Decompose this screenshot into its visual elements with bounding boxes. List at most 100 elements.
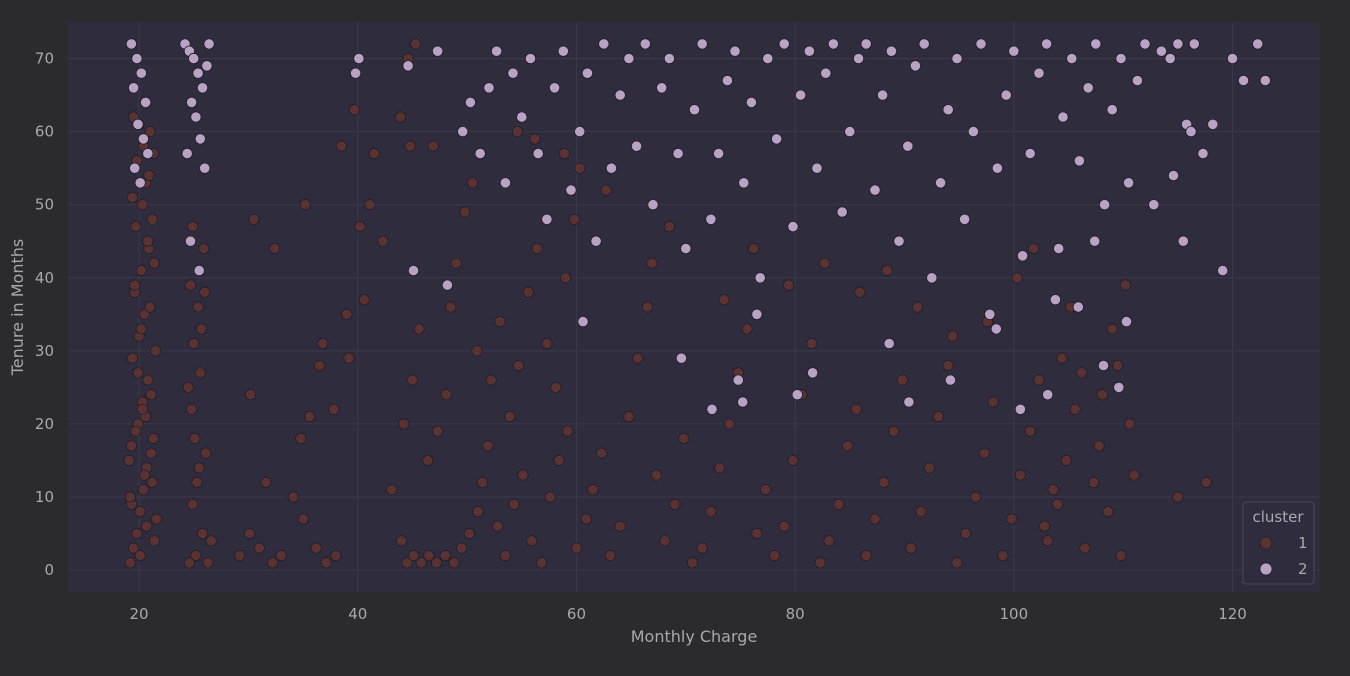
data-point-cluster-1 xyxy=(430,557,443,569)
data-point-cluster-1 xyxy=(492,520,504,532)
data-point-cluster-1 xyxy=(511,126,524,138)
data-point-cluster-1 xyxy=(960,527,972,540)
data-point-cluster-2 xyxy=(1207,118,1219,130)
data-point-cluster-1 xyxy=(878,476,890,488)
data-point-cluster-1 xyxy=(423,549,435,562)
data-point-cluster-1 xyxy=(512,359,525,372)
data-point-cluster-2 xyxy=(192,67,204,79)
data-point-cluster-2 xyxy=(188,52,200,65)
data-point-cluster-1 xyxy=(942,359,954,372)
data-point-cluster-2 xyxy=(806,367,819,379)
legend-marker-1 xyxy=(1259,536,1273,550)
data-point-cluster-1 xyxy=(574,162,586,174)
data-point-cluster-1 xyxy=(145,389,157,401)
data-point-cluster-2 xyxy=(140,96,152,109)
data-point-cluster-1 xyxy=(686,557,699,569)
y-tick-label: 10 xyxy=(35,488,54,506)
data-point-cluster-1 xyxy=(550,381,562,393)
data-point-cluster-2 xyxy=(1072,301,1084,313)
data-point-cluster-2 xyxy=(137,133,149,145)
x-tick-label: 40 xyxy=(348,605,367,623)
data-point-cluster-1 xyxy=(266,557,279,569)
data-point-cluster-2 xyxy=(1049,294,1062,306)
data-point-cluster-1 xyxy=(1069,403,1081,415)
data-point-cluster-1 xyxy=(368,147,380,160)
data-point-cluster-1 xyxy=(663,221,676,233)
data-point-cluster-2 xyxy=(181,147,193,160)
data-point-cluster-1 xyxy=(124,557,136,569)
data-point-cluster-1 xyxy=(348,104,361,116)
data-point-cluster-1 xyxy=(243,527,256,540)
data-point-cluster-2 xyxy=(778,38,790,50)
data-point-cluster-2 xyxy=(142,147,154,160)
data-point-cluster-1 xyxy=(147,432,159,445)
data-point-cluster-2 xyxy=(1259,74,1271,87)
data-point-cluster-1 xyxy=(196,527,209,540)
data-point-cluster-2 xyxy=(1164,52,1176,65)
data-point-cluster-2 xyxy=(844,126,856,138)
data-point-cluster-1 xyxy=(632,352,644,364)
data-point-cluster-2 xyxy=(1226,52,1239,65)
data-point-cluster-2 xyxy=(134,177,146,189)
grid-lines xyxy=(68,22,1320,592)
data-point-cluster-1 xyxy=(295,432,307,445)
data-point-cluster-1 xyxy=(1052,498,1064,510)
data-point-cluster-1 xyxy=(123,454,135,467)
data-point-cluster-2 xyxy=(1073,155,1086,167)
data-point-cluster-2 xyxy=(499,177,511,189)
data-point-cluster-2 xyxy=(565,184,577,196)
data-point-cluster-1 xyxy=(406,374,418,386)
data-point-cluster-1 xyxy=(823,535,835,547)
data-point-cluster-1 xyxy=(124,491,136,503)
data-point-cluster-1 xyxy=(200,447,212,459)
data-point-cluster-2 xyxy=(893,235,905,247)
data-point-cluster-1 xyxy=(394,111,406,123)
data-point-cluster-1 xyxy=(141,520,153,532)
data-point-cluster-1 xyxy=(741,323,753,335)
data-point-cluster-1 xyxy=(641,301,654,313)
data-point-cluster-2 xyxy=(1066,52,1078,65)
data-point-cluster-2 xyxy=(712,147,725,160)
data-point-cluster-2 xyxy=(836,206,848,218)
data-point-cluster-2 xyxy=(1099,199,1111,211)
data-point-cluster-2 xyxy=(729,45,741,57)
data-point-cluster-1 xyxy=(751,527,763,540)
data-point-cluster-1 xyxy=(129,279,141,291)
data-point-cluster-1 xyxy=(535,557,548,569)
data-point-cluster-2 xyxy=(951,52,963,65)
data-point-cluster-2 xyxy=(1148,199,1160,211)
data-point-cluster-1 xyxy=(946,330,959,342)
data-point-cluster-2 xyxy=(902,140,914,152)
data-point-cluster-2 xyxy=(944,374,957,386)
data-point-cluster-2 xyxy=(1082,82,1094,94)
data-point-cluster-1 xyxy=(126,191,139,203)
data-point-cluster-1 xyxy=(299,199,311,211)
data-point-cluster-1 xyxy=(142,374,154,386)
data-point-cluster-2 xyxy=(402,60,414,72)
legend-title: cluster xyxy=(1252,508,1304,526)
data-point-cluster-1 xyxy=(1033,374,1045,386)
data-point-cluster-2 xyxy=(464,96,476,109)
data-point-cluster-1 xyxy=(1024,425,1036,437)
data-point-cluster-2 xyxy=(441,279,453,291)
y-tick-label: 30 xyxy=(35,342,54,360)
data-point-cluster-1 xyxy=(759,484,772,496)
data-point-cluster-1 xyxy=(485,374,497,386)
data-point-cluster-1 xyxy=(887,425,900,437)
data-point-cluster-1 xyxy=(253,542,265,554)
data-point-cluster-2 xyxy=(903,396,915,408)
data-point-cluster-1 xyxy=(146,213,158,225)
data-point-cluster-1 xyxy=(297,513,309,525)
data-point-cluster-1 xyxy=(932,410,945,423)
data-point-cluster-1 xyxy=(131,527,143,540)
data-point-cluster-1 xyxy=(136,199,148,211)
data-point-cluster-2 xyxy=(196,82,209,94)
data-point-cluster-1 xyxy=(234,549,246,562)
data-point-cluster-2 xyxy=(1090,38,1102,50)
data-point-cluster-1 xyxy=(401,557,413,569)
data-point-cluster-2 xyxy=(984,308,996,320)
data-point-cluster-1 xyxy=(413,323,425,335)
data-point-cluster-1 xyxy=(1124,418,1136,430)
data-point-cluster-2 xyxy=(605,162,618,174)
data-point-cluster-1 xyxy=(137,484,149,496)
